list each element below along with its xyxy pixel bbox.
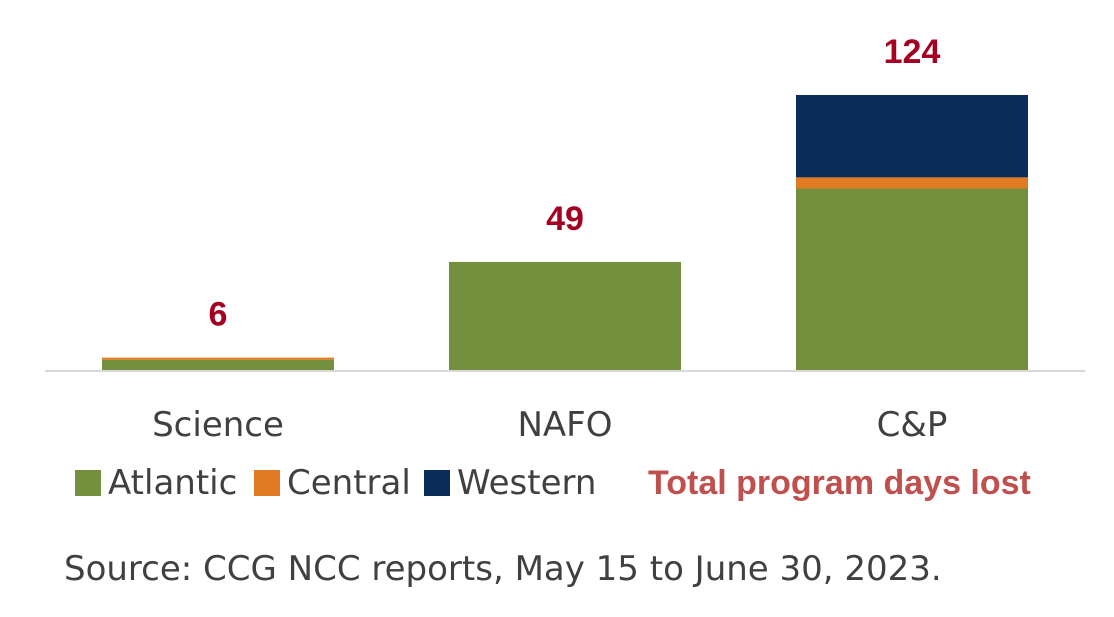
category-label-2: C&P [877,405,948,445]
total-label-0: 6 [209,296,228,334]
legend-label-central: Central [287,463,411,503]
legend-label-atlantic: Atlantic [108,463,237,503]
category-label-0: Science [152,405,284,445]
legend-label-totals: Total program days lost [648,464,1031,502]
bar-central-2 [796,177,1028,189]
legend: Atlantic Central Western Total program d… [75,463,1031,503]
bar-atlantic-0 [102,359,334,371]
totals-layer: 6 49 124 [209,33,941,334]
category-labels: Science NAFO C&P [152,405,947,445]
bar-atlantic-2 [796,188,1028,371]
bar-western-2 [796,95,1028,178]
legend-swatch-central [254,470,280,496]
category-label-1: NAFO [517,405,612,445]
source-note: Source: CCG NCC reports, May 15 to June … [64,549,942,589]
total-label-1: 49 [546,200,584,238]
bar-central-0 [102,357,334,360]
bar-atlantic-1 [449,261,681,371]
legend-label-western: Western [457,463,596,503]
legend-swatch-western [424,470,450,496]
total-label-2: 124 [884,33,941,71]
legend-swatch-atlantic [75,470,101,496]
bars-layer [102,95,1028,371]
